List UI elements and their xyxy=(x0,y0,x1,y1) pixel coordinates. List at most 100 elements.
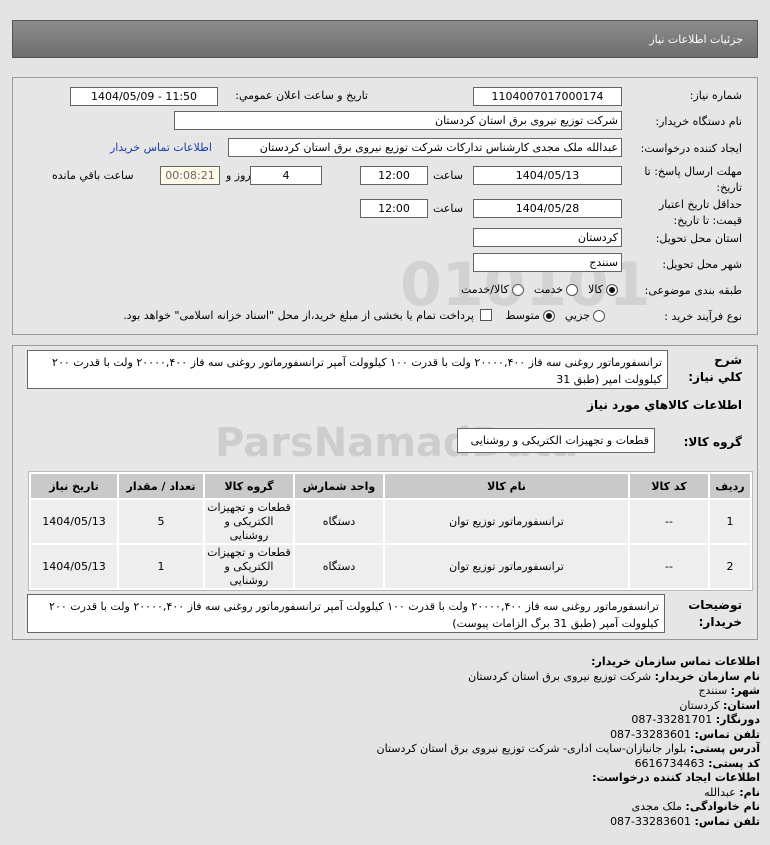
announce-value: 1404/05/09 - 11:50 xyxy=(90,90,198,103)
contact-value: 6616734463 xyxy=(634,756,705,770)
contact-key: نام: xyxy=(739,785,760,799)
contact-line: شهر: سنندج xyxy=(377,684,760,699)
col-date: تاریخ نیاز xyxy=(31,474,117,498)
remaining-label: ساعت باقي مانده xyxy=(52,169,134,182)
validity-date-field[interactable]: 1404/05/28 xyxy=(473,199,622,218)
contact-value: 087-33281701 xyxy=(631,713,713,726)
creator-label: ایجاد کننده درخواست: xyxy=(640,142,742,155)
contact-value: شرکت توزیع نیروی برق استان کردستان xyxy=(468,669,652,683)
summary-text: ترانسفورماتور روغنی سه فاز ۲۰۰۰۰,۴۰۰ ولت… xyxy=(27,350,668,389)
deadline-time-label: ساعت xyxy=(433,169,463,182)
category-goods-service[interactable]: کالا/خدمت xyxy=(461,283,524,296)
contact-value: سنندج xyxy=(698,684,728,697)
notes-label: توضیحات خریدار: xyxy=(688,598,742,629)
cell-qty: 1 xyxy=(119,545,203,588)
table-row: 2 -- ترانسفورماتور توزیع توان دستگاه قطع… xyxy=(31,545,750,588)
contact-key: نام خانوادگی: xyxy=(685,800,760,813)
goods-group-value: قطعات و تجهیزات الکتریکی و روشنایی xyxy=(457,428,655,453)
contact-key: شهر: xyxy=(730,684,760,697)
contact-line: آدرس پستی: بلوار جانبازان-سایت اداری- شر… xyxy=(377,742,761,757)
cell-row: 1 xyxy=(710,500,750,543)
cell-name: ترانسفورماتور توزیع توان xyxy=(385,545,628,588)
process-medium[interactable]: متوسط xyxy=(505,309,555,322)
contact-title: اطلاعات تماس سازمان خریدار: xyxy=(591,655,760,668)
cell-group: قطعات و تجهیزات الکتریکی و روشنایی xyxy=(205,500,293,543)
option-label: جزیي xyxy=(564,309,590,322)
contact-value: کردستان xyxy=(679,698,720,712)
days-field[interactable]: 4 xyxy=(250,166,322,185)
city-label: شهر محل تحویل: xyxy=(662,258,742,271)
cell-qty: 5 xyxy=(119,500,203,543)
table-header-row: ردیف کد کالا نام کالا واحد شمارش گروه کا… xyxy=(31,474,750,498)
buyer-field[interactable]: شرکت توزیع نیروی برق استان کردستان xyxy=(174,111,622,130)
contact-value: 087-33283601 xyxy=(610,814,692,828)
deadline-time-field[interactable]: 12:00 xyxy=(360,166,428,185)
contact-line: تلفن تماس: 087-33283601 xyxy=(377,727,760,743)
goods-section-title: اطلاعات کالاهاي مورد نیاز xyxy=(587,398,742,412)
creator-line: نام: عبدالله xyxy=(377,785,760,801)
cell-date: 1404/05/13 xyxy=(31,545,117,588)
contact-value: 087-33283601 xyxy=(610,727,692,741)
contact-section: اطلاعات تماس سازمان خریدار: نام سازمان خ… xyxy=(377,655,761,829)
radio-icon[interactable] xyxy=(566,283,579,296)
option-label: خدمت xyxy=(533,283,564,296)
col-name: نام کالا xyxy=(385,474,628,498)
validity-time-field[interactable]: 12:00 xyxy=(360,199,428,218)
contact-line: استان: کردستان xyxy=(377,698,760,714)
goods-group-label: گروه کالا: xyxy=(683,435,742,449)
announce-field[interactable]: 1404/05/09 - 11:50 xyxy=(70,87,218,106)
option-label: متوسط xyxy=(505,309,540,322)
cell-group: قطعات و تجهیزات الکتریکی و روشنایی xyxy=(205,545,293,588)
validity-time-label: ساعت xyxy=(433,202,463,215)
col-qty: تعداد / مقدار xyxy=(119,474,203,498)
need-number-label: شماره نیاز: xyxy=(689,89,742,102)
table-row: 1 -- ترانسفورماتور توزیع توان دستگاه قطع… xyxy=(31,500,750,543)
city-field[interactable]: سنندج xyxy=(473,253,622,272)
deadline-date-field[interactable]: 1404/05/13 xyxy=(473,166,622,185)
contact-key: تلفن تماس: xyxy=(694,727,760,741)
summary-label: شرح کلي نیاز: xyxy=(688,353,742,384)
radio-icon[interactable] xyxy=(593,309,605,322)
contact-key: استان: xyxy=(723,698,760,712)
category-label: طبقه بندی موضوعی: xyxy=(644,284,742,297)
col-row: ردیف xyxy=(710,474,750,498)
radio-selected-icon[interactable] xyxy=(542,309,555,322)
deadline-label: مهلت ارسال پاسخ: تا تاریخ: xyxy=(644,165,742,194)
radio-selected-icon[interactable] xyxy=(606,283,618,296)
option-label: کالا/خدمت xyxy=(461,283,509,296)
contact-key: آدرس پستی: xyxy=(689,742,760,755)
validity-label: حداقل تاریخ اعتبار قیمت: تا تاریخ: xyxy=(658,198,742,227)
cell-code: -- xyxy=(630,500,708,543)
process-label: نوع فرآیند خرید : xyxy=(664,310,742,323)
cell-row: 2 xyxy=(710,545,750,588)
buyer-label: نام دستگاه خریدار: xyxy=(655,115,742,128)
notes-text: ترانسفورماتور روغنی سه فاز ۲۰۰۰۰,۴۰۰ ولت… xyxy=(27,594,665,633)
contact-line: نام سازمان خریدار: شرکت توزیع نیروی برق … xyxy=(377,669,760,685)
creator-line: تلفن تماس: 087-33283601 xyxy=(377,814,760,830)
cell-unit: دستگاه xyxy=(295,545,383,588)
goods-table: ردیف کد کالا نام کالا واحد شمارش گروه کا… xyxy=(28,471,753,591)
payment-note: پرداخت تمام یا بخشی از مبلغ خرید،از محل … xyxy=(123,309,474,322)
need-number-field[interactable]: 1104007017000174 xyxy=(473,87,622,106)
contact-key: نام سازمان خریدار: xyxy=(654,669,760,683)
process-small[interactable]: جزیي xyxy=(565,309,605,322)
creator-field[interactable]: عبدالله ملک مجدی کارشناس تدارکات شرکت تو… xyxy=(228,138,622,157)
treasury-checkbox[interactable] xyxy=(480,309,492,321)
category-service[interactable]: خدمت xyxy=(533,283,579,296)
contact-value: بلوار جانبازان-سایت اداری- شرکت توزیع نی… xyxy=(376,742,687,755)
days-label: روز و xyxy=(226,169,251,182)
page-title: جزئیات اطلاعات نیاز xyxy=(649,33,743,46)
buyer-contact-link[interactable]: اطلاعات تماس خریدار xyxy=(110,141,212,154)
radio-icon[interactable] xyxy=(511,283,524,296)
cell-code: -- xyxy=(630,545,708,588)
option-label: کالا xyxy=(588,283,603,296)
cell-name: ترانسفورماتور توزیع توان xyxy=(385,500,628,543)
category-goods[interactable]: کالا xyxy=(588,283,618,296)
cell-date: 1404/05/13 xyxy=(31,500,117,543)
province-field[interactable]: کردستان xyxy=(473,228,622,247)
contact-value: عبدالله xyxy=(704,785,736,799)
contact-line: دورنگار: 087-33281701 xyxy=(377,713,760,728)
contact-key: دورنگار: xyxy=(715,713,760,726)
contact-line: کد پستی: 6616734463 xyxy=(377,756,760,772)
cell-unit: دستگاه xyxy=(295,500,383,543)
